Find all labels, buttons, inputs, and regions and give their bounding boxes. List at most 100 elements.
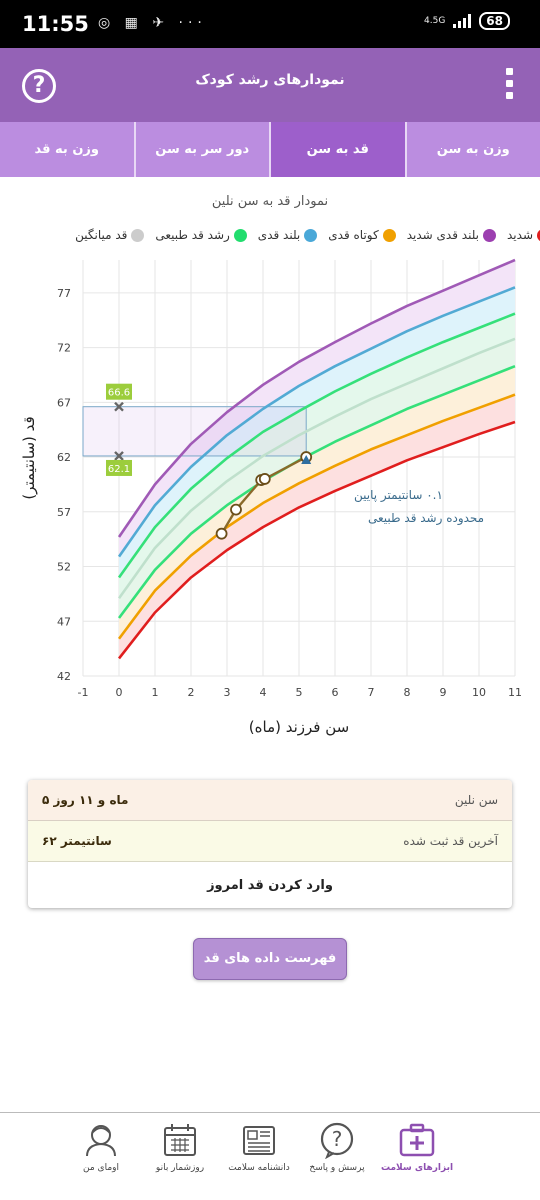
legend-item: شدید	[507, 228, 540, 242]
legend-item: رشد قد طبیعی	[155, 228, 247, 242]
age-value: ۵ ماه و ۱۱ روز	[42, 793, 129, 807]
encyclopedia-icon	[243, 1126, 275, 1155]
battery-icon: 68	[479, 12, 510, 30]
x-tick-label: 6	[332, 686, 339, 699]
x-tick-label: 8	[404, 686, 411, 699]
legend-label: شدید	[507, 228, 533, 242]
y-tick-label: 67	[57, 396, 71, 409]
x-tick-label: -1	[78, 686, 89, 699]
series-line	[117, 420, 516, 660]
nav-questions-label: پرسش و پاسخ	[309, 1163, 365, 1173]
x-tick-label: 3	[224, 686, 231, 699]
y-tick-label: 42	[57, 670, 71, 683]
legend-label: بلند قدی	[257, 228, 301, 242]
last-height-row: ۶۲ سانتیمتر آخرین قد ثبت شده	[28, 821, 512, 862]
help-button[interactable]: ?	[22, 69, 56, 103]
medical-kit-icon	[399, 1123, 435, 1157]
y-tick-label: 47	[57, 615, 71, 628]
range-value-badge	[106, 383, 132, 400]
height-data-list-button[interactable]: فهرست داده های قد نلین	[193, 938, 347, 1006]
bottom-navigation: ابزارهای سلامت ? پرسش و پاسخ دانشنامه سل…	[0, 1112, 540, 1200]
age-row: ۵ ماه و ۱۱ روز سن نلین	[28, 780, 512, 821]
legend-item: کوتاه قدی	[328, 228, 396, 242]
x-tick-label: 2	[188, 686, 195, 699]
range-value-label: 66.6	[108, 388, 130, 399]
last-height-value: ۶۲ سانتیمتر	[42, 834, 112, 848]
legend-label: رشد قد طبیعی	[155, 228, 230, 242]
y-tick-label: 77	[57, 287, 71, 300]
annotation-text: ۰.۱ سانتیمتر پایین	[354, 488, 443, 503]
x-tick-label: 1	[152, 686, 159, 699]
more-menu-button[interactable]	[504, 68, 514, 104]
nav-questions[interactable]: ? پرسش و پاسخ	[298, 1121, 376, 1173]
chart-legend: شدید بلند قدی شدید کوتاه قدی بلند قدی رشد قد…	[0, 228, 540, 248]
series-line	[117, 312, 516, 579]
current-point-marker	[301, 455, 312, 465]
y-axis-title: قد (سانتیمتر)	[20, 416, 38, 499]
nav-my-profile[interactable]: اومای من	[62, 1121, 140, 1173]
series-line	[117, 258, 516, 538]
last-height-label: آخرین قد ثبت شده	[403, 834, 498, 848]
legend-dot-icon	[483, 228, 496, 242]
tab-height-for-age[interactable]: قد به سن	[269, 122, 405, 177]
annotation-text: محدوده رشد قد طبیعی	[368, 511, 484, 526]
legend-dot-icon	[233, 228, 247, 242]
legend-item: قد میانگین	[75, 228, 145, 242]
y-tick-label: 52	[57, 561, 71, 574]
nav-health-tools-label: ابزارهای سلامت	[380, 1163, 454, 1173]
legend-label: بلند قدی شدید	[406, 228, 479, 242]
legend-label: قد میانگین	[75, 228, 128, 242]
nav-calendar-label: روزشمار بانو	[155, 1163, 205, 1173]
x-tick-label: 4	[260, 686, 267, 699]
status-bar: 11:55 ◎ ▦ ✈ ··· 4.5G 68	[0, 0, 540, 48]
x-tick-label: 10	[472, 686, 486, 699]
chart-band	[119, 287, 515, 578]
height-for-age-chart: 66.6 62.1 ۰.۱ سانتیمتر پایین محدوده رشد قد …	[20, 258, 522, 736]
signal-icon	[453, 14, 472, 28]
range-value-label: 62.1	[108, 464, 130, 475]
nav-my-profile-label: اومای من	[83, 1163, 119, 1173]
chart-band	[119, 260, 515, 557]
x-tick-label: 0	[116, 686, 123, 699]
chart-band	[119, 394, 515, 659]
x-axis-title: سن فرزند (ماه)	[249, 718, 349, 736]
tab-head-circumference[interactable]: دور سر به سن	[133, 122, 270, 177]
y-tick-label: 62	[57, 451, 71, 464]
chart-band	[119, 366, 515, 639]
legend-label: کوتاه قدی	[328, 228, 379, 242]
normal-range-box	[82, 406, 307, 457]
page-title: نمودارهای رشد کودک	[195, 72, 345, 88]
child-point	[258, 473, 271, 485]
question-bubble-icon: ?	[320, 1122, 354, 1159]
legend-dot-icon	[382, 228, 396, 242]
legend-dot-icon	[131, 228, 145, 242]
x-tick-label: 11	[508, 686, 522, 699]
x-tick-label: 7	[368, 686, 375, 699]
range-value-badge	[106, 459, 132, 476]
profile-icon	[86, 1125, 116, 1157]
tab-weight-for-height[interactable]: وزن به قد	[34, 142, 100, 157]
nav-calendar[interactable]: روزشمار بانو	[141, 1121, 219, 1173]
legend-dot-icon	[537, 228, 540, 242]
chart-band	[119, 338, 515, 618]
svg-text:?: ?	[332, 1127, 343, 1151]
series-line	[117, 337, 516, 600]
child-info-card: ۵ ماه و ۱۱ روز سن نلین ۶۲ سانتیمتر آخرین…	[28, 780, 512, 908]
notification-icons: ◎ ▦ ✈ ···	[98, 15, 207, 31]
legend-item: بلند قدی شدید	[407, 228, 496, 242]
network-type: 4.5G	[424, 15, 446, 26]
tab-weight-for-age[interactable]: وزن به سن	[404, 122, 540, 177]
nav-encyclopedia[interactable]: دانشنامه سلامت	[220, 1121, 298, 1173]
calendar-icon	[164, 1124, 196, 1156]
child-point	[230, 503, 242, 516]
legend-item: بلند قدی	[257, 228, 318, 242]
range-cross-marker	[114, 401, 124, 412]
x-tick-label: 5	[296, 686, 303, 699]
nav-health-tools[interactable]: ابزارهای سلامت	[378, 1121, 456, 1173]
status-time: 11:55	[22, 12, 89, 36]
y-tick-label: 72	[57, 342, 71, 355]
app-bar: ? نمودارهای رشد کودک	[0, 48, 540, 122]
enter-today-height-button[interactable]: وارد کردن قد امروز	[207, 877, 333, 893]
chart-tabs: وزن به سن قد به سن دور سر به سن وزن به ق…	[0, 122, 540, 177]
